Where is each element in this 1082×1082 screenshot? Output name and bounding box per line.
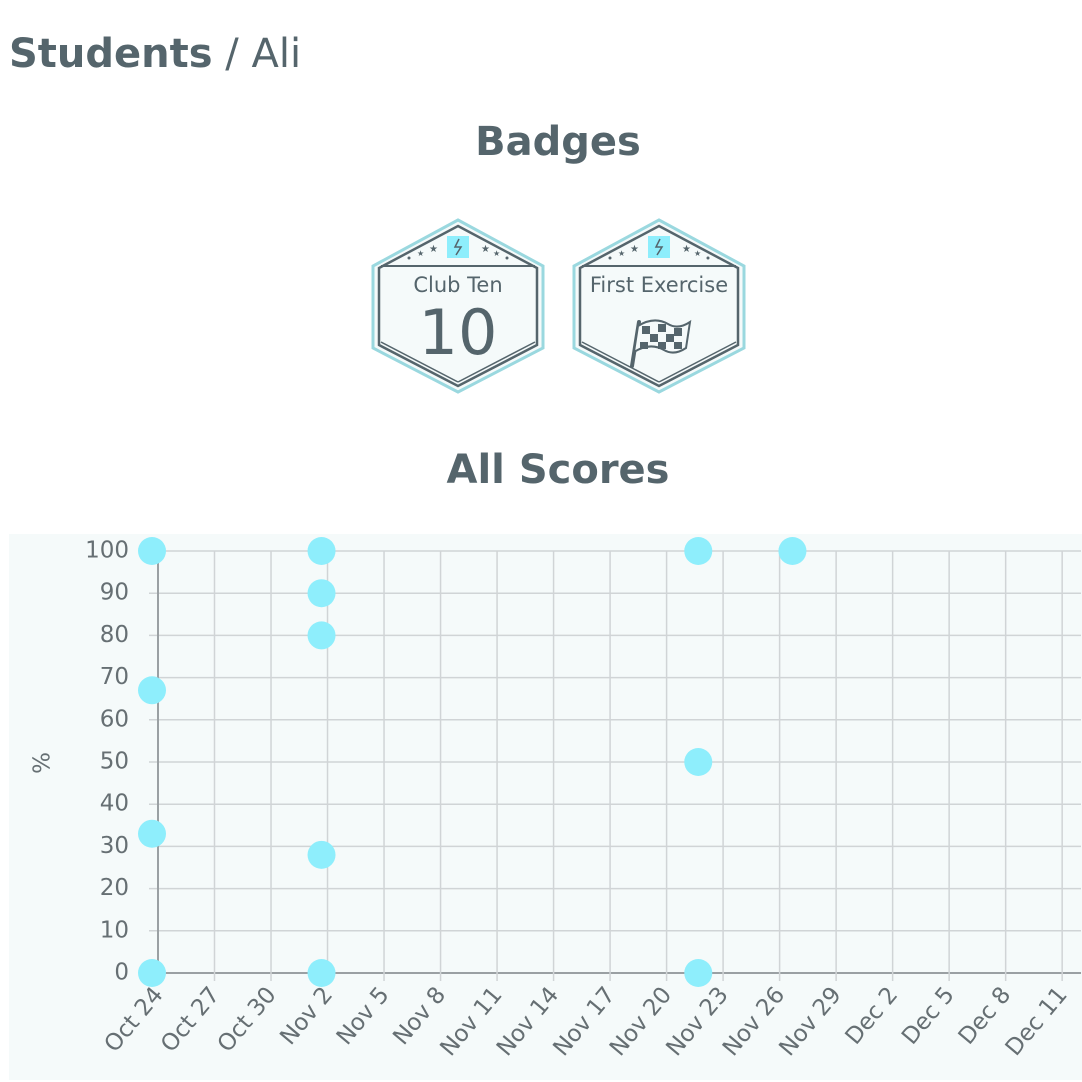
score-point[interactable] <box>684 748 713 776</box>
x-tick-label: Nov 2 <box>275 982 338 1050</box>
y-tick-label: 30 <box>100 833 129 859</box>
svg-text:★: ★ <box>694 249 701 258</box>
y-tick-label: 20 <box>100 875 129 901</box>
svg-text:★: ★ <box>682 244 691 255</box>
x-tick-label: Oct 27 <box>156 982 225 1057</box>
y-tick-label: 60 <box>100 706 129 732</box>
score-point[interactable] <box>307 959 336 987</box>
svg-text:★: ★ <box>481 244 490 255</box>
y-tick-label: 100 <box>85 538 129 564</box>
svg-text:★: ★ <box>417 249 424 258</box>
x-tick-label: Dec 2 <box>841 982 904 1050</box>
x-tick-label: Nov 5 <box>332 982 395 1050</box>
badges-heading: Badges <box>475 119 641 165</box>
score-point[interactable] <box>138 819 166 848</box>
score-point[interactable] <box>307 537 336 565</box>
y-tick-label: 70 <box>100 664 129 690</box>
score-point[interactable] <box>307 840 336 869</box>
badge-first-exercise[interactable]: ★ ★ ★ ★ First Exercise <box>572 218 746 394</box>
y-tick-label: 10 <box>100 917 129 943</box>
badge-name: Club Ten <box>413 273 503 297</box>
score-point[interactable] <box>138 537 166 565</box>
scores-chart: 0 10 20 30 40 50 60 70 80 90 100 Oct 24 Oct 27 Oct 30… <box>9 534 1082 1080</box>
x-tick-label: Dec 5 <box>897 982 960 1050</box>
breadcrumb: Students / Ali <box>9 30 301 78</box>
breadcrumb-students-link[interactable]: Students <box>9 31 213 77</box>
checkered-flag-icon <box>630 319 692 368</box>
y-tick-label: 40 <box>100 791 129 817</box>
badge-number: 10 <box>418 296 498 369</box>
breadcrumb-separator: / <box>225 31 239 77</box>
score-point[interactable] <box>138 959 166 987</box>
svg-text:★: ★ <box>429 244 438 255</box>
score-point[interactable] <box>684 537 713 565</box>
hexagon-badge-icon: ★ ★ ★ ★ <box>371 218 545 394</box>
y-tick-label: 80 <box>100 622 129 648</box>
x-tick-label: Oct 30 <box>213 982 282 1057</box>
x-tick-label: Dec 11 <box>1001 982 1073 1061</box>
x-tick-label: Oct 24 <box>100 982 169 1057</box>
svg-text:★: ★ <box>493 249 500 258</box>
score-point[interactable] <box>307 621 336 650</box>
svg-text:★: ★ <box>630 244 639 255</box>
svg-text:★: ★ <box>618 249 625 258</box>
score-point[interactable] <box>307 579 336 608</box>
y-axis-label: % <box>30 752 56 774</box>
breadcrumb-current-student: Ali <box>251 31 302 77</box>
y-tick-label: 0 <box>114 960 129 986</box>
badge-club-ten[interactable]: ★ ★ ★ ★ Club Ten 10 <box>371 218 545 394</box>
score-point[interactable] <box>684 959 713 987</box>
hexagon-badge-icon: ★ ★ ★ ★ <box>572 218 746 394</box>
y-tick-label: 50 <box>100 749 129 775</box>
scores-heading: All Scores <box>446 447 670 493</box>
score-point[interactable] <box>138 676 166 705</box>
y-tick-label: 90 <box>100 580 129 606</box>
badge-name: First Exercise <box>589 273 729 297</box>
score-point[interactable] <box>778 537 807 565</box>
x-tick-label: Nov 29 <box>774 982 846 1061</box>
